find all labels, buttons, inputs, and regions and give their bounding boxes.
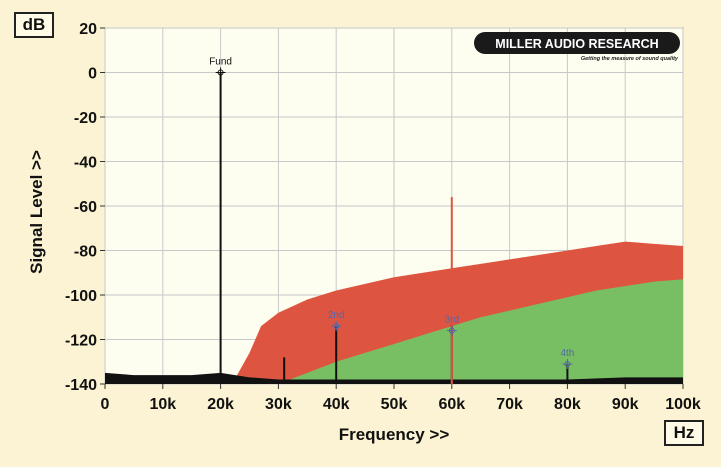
x-tick-label: 50k (381, 396, 408, 413)
y-tick-label: -120 (65, 333, 97, 350)
spectrum-areas (105, 241, 683, 384)
spectrum-area-green (278, 279, 683, 384)
marker-dot (564, 360, 571, 367)
y-tick-label: -80 (74, 244, 97, 261)
y-tick-label: 0 (88, 66, 97, 83)
x-unit-box: Hz (664, 420, 704, 446)
harmonic-label: Fund (209, 57, 232, 68)
x-tick-labels: 0 10k 20k 30k 40k 50k 60k 70k 80k 90k 100k (101, 384, 701, 413)
x-tick-label: 90k (612, 396, 639, 413)
y-axis-label: Signal Level >> (27, 150, 46, 274)
y-tick-label: 20 (79, 21, 97, 38)
x-tick-label: 30k (265, 396, 292, 413)
miller-audio-research-logo: MILLER AUDIO RESEARCH Getting the measur… (474, 32, 680, 62)
y-tick-labels: 20 0 -20 -40 -60 -80 -100 -120 -140 (65, 21, 105, 394)
x-tick-label: 80k (554, 396, 581, 413)
spectrum-area-black (105, 372, 683, 384)
logo-tagline: Getting the measure of sound quality (581, 56, 679, 62)
harmonic-markers: Fund 2nd 3rd 4th (209, 57, 574, 369)
y-tick-label: -140 (65, 377, 97, 394)
y-tick-label: -60 (74, 199, 97, 216)
x-tick-label: 20k (207, 396, 234, 413)
harmonic-label: 4th (560, 348, 574, 359)
x-tick-label: 70k (496, 396, 523, 413)
y-tick-label: -20 (74, 110, 97, 127)
x-tick-label: 0 (101, 396, 110, 413)
marker-dot (333, 323, 340, 330)
x-tick-label: 100k (665, 396, 701, 413)
y-unit-box: dB (14, 12, 54, 38)
marker-dot (448, 327, 455, 334)
x-tick-label: 10k (149, 396, 176, 413)
y-tick-label: -100 (65, 288, 97, 305)
harmonic-label: 2nd (328, 310, 345, 321)
y-tick-label: -40 (74, 155, 97, 172)
marker-dot (217, 69, 224, 76)
x-tick-label: 40k (323, 396, 350, 413)
x-tick-label: 60k (438, 396, 465, 413)
harmonic-label: 3rd (445, 315, 459, 326)
x-axis-label: Frequency >> (339, 425, 450, 444)
logo-text: MILLER AUDIO RESEARCH (495, 37, 658, 51)
